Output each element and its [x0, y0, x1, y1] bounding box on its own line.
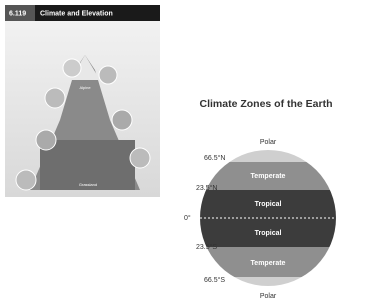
- zone-label: Temperate: [251, 173, 286, 180]
- icon: [16, 170, 36, 190]
- latitude-label: 66.5°S: [204, 276, 225, 284]
- latitude-label: 23.5°S: [196, 243, 217, 251]
- left-image: 6.119 Climate and Elevation Alpine Grass…: [5, 5, 160, 197]
- latitude-label: 0°: [184, 214, 191, 222]
- zone-label: Grassland: [79, 182, 97, 187]
- latitude-label: 23.5°N: [196, 184, 217, 192]
- zone-label: Temperate: [251, 260, 286, 267]
- icon: [130, 148, 150, 168]
- header-title: Climate and Elevation: [40, 10, 113, 17]
- right-image: Climate Zones of the Earth Polar Polar T…: [184, 98, 345, 300]
- zone-label: Tropical: [255, 201, 282, 208]
- bottom-label: Polar: [260, 293, 277, 300]
- icon: [112, 110, 132, 130]
- icon: [63, 59, 81, 77]
- zone-label: Tropical: [255, 230, 282, 237]
- zone-label: Alpine: [79, 85, 91, 90]
- screenshot: 6.119 Climate and Elevation Alpine Grass…: [0, 0, 367, 303]
- top-label: Polar: [260, 139, 277, 146]
- icon: [36, 130, 56, 150]
- icon: [45, 88, 65, 108]
- icon: [99, 66, 117, 84]
- latitude-label: 66.5°N: [204, 154, 225, 162]
- globe: [195, 148, 345, 291]
- header-number: 6.119: [9, 10, 26, 17]
- title: Climate Zones of the Earth: [199, 98, 332, 110]
